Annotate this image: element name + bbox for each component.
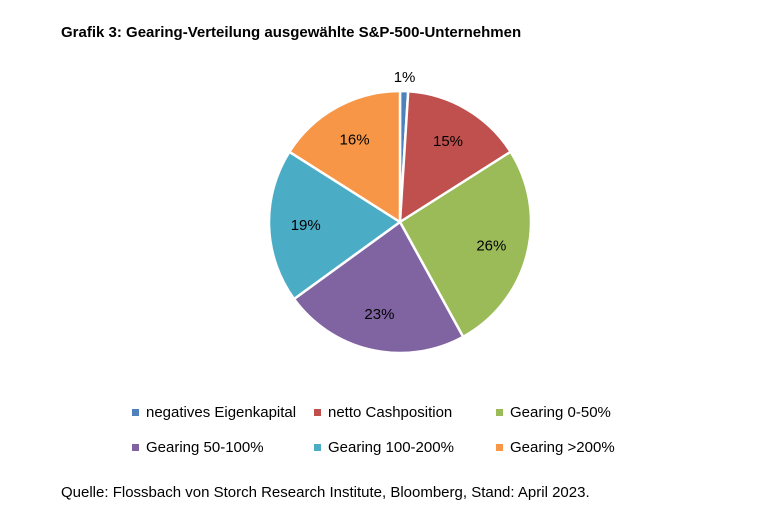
- legend-item-gearing-50-100: Gearing 50-100%: [132, 439, 314, 456]
- legend-label: Gearing >200%: [510, 439, 615, 456]
- pie-slice-5: [287, 89, 402, 225]
- source-note: Quelle: Flossbach von Storch Research In…: [61, 484, 590, 501]
- legend-label: negatives Eigenkapital: [146, 404, 297, 421]
- slice-data-label-0: 1%: [394, 69, 416, 86]
- slice-data-label-3: 23%: [364, 306, 394, 323]
- slice-data-label-4: 19%: [291, 217, 321, 234]
- legend-item-gearing-0-50: Gearing 0-50%: [496, 404, 678, 421]
- legend-label: netto Cashposition: [328, 404, 453, 421]
- slice-data-label-2: 26%: [476, 237, 506, 254]
- legend-item-negatives-eigenkapital: negatives Eigenkapital: [132, 404, 314, 421]
- legend-swatch: [132, 409, 139, 416]
- legend-label: Gearing 50-100%: [146, 439, 264, 456]
- chart-title: Grafik 3: Gearing-Verteilung ausgewählte…: [61, 24, 522, 41]
- pie-slice-2: [398, 150, 533, 339]
- legend-swatch: [496, 409, 503, 416]
- legend-swatch: [314, 409, 321, 416]
- pie-slice-4: [267, 150, 403, 301]
- legend-swatch: [314, 444, 321, 451]
- legend-label: Gearing 0-50%: [510, 404, 611, 421]
- legend-item-gearing-100-200: Gearing 100-200%: [314, 439, 496, 456]
- slice-data-label-1: 15%: [433, 133, 463, 150]
- legend-swatch: [496, 444, 503, 451]
- legend-swatch: [132, 444, 139, 451]
- legend: negatives Eigenkapital netto Cashpositio…: [132, 404, 692, 456]
- pie-slice-3: [292, 220, 465, 355]
- legend-item-gearing-over-200: Gearing >200%: [496, 439, 678, 456]
- pie-slice-1: [398, 89, 513, 225]
- slice-data-label-5: 16%: [340, 131, 370, 148]
- legend-item-netto-cashposition: netto Cashposition: [314, 404, 496, 421]
- legend-label: Gearing 100-200%: [328, 439, 454, 456]
- pie-chart: 1% 15% 26% 23% 19% 16%: [267, 69, 533, 355]
